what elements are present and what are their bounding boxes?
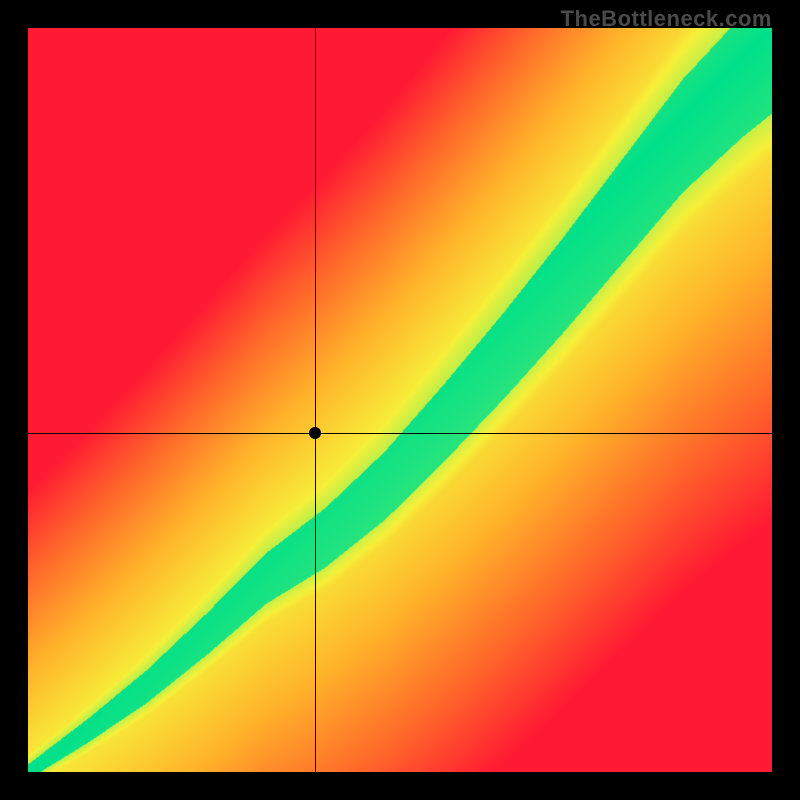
heatmap-plot xyxy=(28,28,772,772)
watermark-text: TheBottleneck.com xyxy=(561,6,772,32)
heatmap-canvas xyxy=(28,28,772,772)
crosshair-marker xyxy=(309,427,321,439)
crosshair-horizontal xyxy=(28,433,772,434)
page-root: TheBottleneck.com xyxy=(0,0,800,800)
crosshair-vertical xyxy=(315,28,316,772)
